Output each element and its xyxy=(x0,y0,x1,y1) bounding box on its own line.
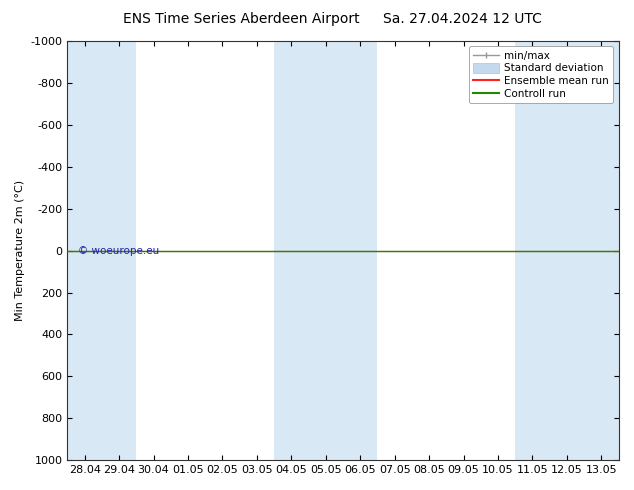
Bar xyxy=(343,41,377,460)
Y-axis label: Min Temperature 2m (°C): Min Temperature 2m (°C) xyxy=(15,180,25,321)
Bar xyxy=(309,41,343,460)
Bar xyxy=(67,41,102,460)
Text: © woeurope.eu: © woeurope.eu xyxy=(79,245,160,256)
Bar xyxy=(102,41,136,460)
Text: Sa. 27.04.2024 12 UTC: Sa. 27.04.2024 12 UTC xyxy=(384,12,542,26)
Bar xyxy=(515,41,550,460)
Text: ENS Time Series Aberdeen Airport: ENS Time Series Aberdeen Airport xyxy=(122,12,359,26)
Bar xyxy=(550,41,584,460)
Legend: min/max, Standard deviation, Ensemble mean run, Controll run: min/max, Standard deviation, Ensemble me… xyxy=(469,46,613,103)
Bar xyxy=(274,41,309,460)
Bar xyxy=(584,41,619,460)
